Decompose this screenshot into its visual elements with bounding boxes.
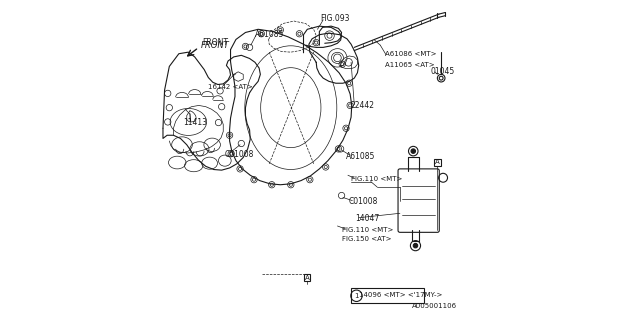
Text: A61085: A61085 xyxy=(255,30,284,39)
Circle shape xyxy=(413,244,418,248)
Text: FIG.093: FIG.093 xyxy=(320,14,349,23)
Text: 11413: 11413 xyxy=(183,118,207,127)
Text: A005001106: A005001106 xyxy=(412,303,457,309)
Text: A11065 <AT>: A11065 <AT> xyxy=(385,62,435,68)
Text: A61085: A61085 xyxy=(346,152,376,161)
Text: FRONT: FRONT xyxy=(203,38,228,47)
Text: 16142 <AT>: 16142 <AT> xyxy=(209,84,253,90)
Text: A: A xyxy=(305,275,310,281)
Text: A61086 <MT>: A61086 <MT> xyxy=(385,51,436,57)
Text: C01008: C01008 xyxy=(349,197,378,206)
Text: A: A xyxy=(435,159,440,165)
Text: 1: 1 xyxy=(354,293,359,299)
Text: C01008: C01008 xyxy=(225,150,254,159)
Circle shape xyxy=(411,149,415,153)
Text: 01045: 01045 xyxy=(430,67,454,76)
Text: 14047: 14047 xyxy=(355,214,379,223)
Text: FRONT: FRONT xyxy=(201,41,230,50)
Text: FIG.150 <AT>: FIG.150 <AT> xyxy=(342,236,391,242)
Text: FIG.110 <MT>: FIG.110 <MT> xyxy=(342,228,393,233)
Text: FIG.110 <MT>: FIG.110 <MT> xyxy=(351,176,402,182)
Text: 14096 <MT> <'17MY->: 14096 <MT> <'17MY-> xyxy=(359,292,442,299)
Text: 22442: 22442 xyxy=(350,101,374,110)
